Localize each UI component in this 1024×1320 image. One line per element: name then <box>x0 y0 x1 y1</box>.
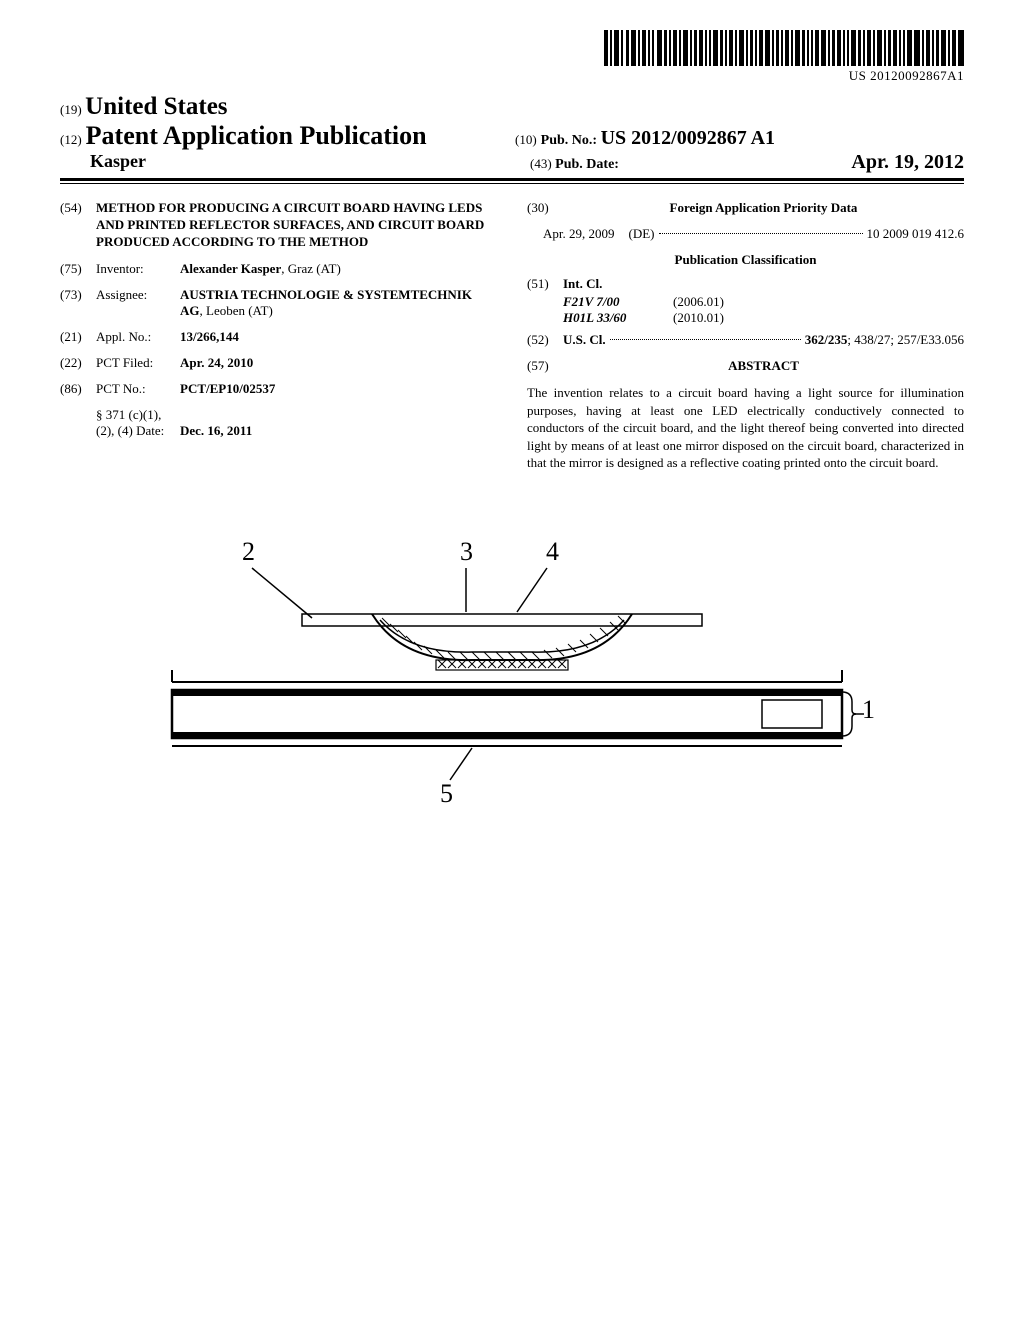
uscl-num: (52) <box>527 332 563 348</box>
country-prefix: (19) <box>60 102 82 117</box>
inventor-num: (75) <box>60 261 96 277</box>
pub-date: Apr. 19, 2012 <box>851 151 964 174</box>
author-line: Kasper (43) Pub. Date: Apr. 19, 2012 <box>60 151 964 174</box>
assignee-value: AUSTRIA TECHNOLOGIE & SYSTEMTECHNIK AG, … <box>180 287 497 319</box>
inventor-value: Alexander Kasper, Graz (AT) <box>180 261 497 277</box>
pub-type-prefix: (12) <box>60 132 82 147</box>
header-block: (19) United States (12) Patent Applicati… <box>60 93 964 174</box>
pubclass-heading: Publication Classification <box>527 252 964 268</box>
divider-thick <box>60 178 964 181</box>
s371-value: Dec. 16, 2011 <box>180 423 497 439</box>
pctno-value: PCT/EP10/02537 <box>180 381 497 397</box>
intcl-num: (51) <box>527 276 563 292</box>
s371-label1: § 371 (c)(1), <box>96 407 180 423</box>
divider-thin <box>60 183 964 184</box>
appl-num: (21) <box>60 329 96 345</box>
uscl-value: 362/235; 438/27; 257/E33.056 <box>805 332 964 348</box>
foreign-app: 10 2009 019 412.6 <box>867 226 965 242</box>
appl-value: 13/266,144 <box>180 329 497 345</box>
s371-label2: (2), (4) Date: <box>96 423 180 439</box>
pub-no-label: Pub. No.: <box>541 133 601 148</box>
barcode-svg <box>604 30 964 66</box>
pub-line: (12) Patent Application Publication (10)… <box>60 121 964 151</box>
bibliographic-columns: (54) METHOD FOR PRODUCING A CIRCUIT BOAR… <box>60 200 964 472</box>
left-column: (54) METHOD FOR PRODUCING A CIRCUIT BOAR… <box>60 200 497 472</box>
intcl-entry: H01L 33/60 (2010.01) <box>563 310 964 326</box>
intcl-label: Int. Cl. <box>563 276 602 292</box>
fig-label-1: 1 <box>862 695 875 724</box>
foreign-date: Apr. 29, 2009 <box>543 226 615 242</box>
fig-label-4: 4 <box>546 537 559 566</box>
barcode-text: US 20120092867A1 <box>604 68 964 84</box>
pub-no: US 2012/0092867 A1 <box>601 127 775 149</box>
country-name: United States <box>85 93 227 120</box>
fig-label-2: 2 <box>242 537 255 566</box>
fig-label-3: 3 <box>460 537 473 566</box>
intcl-entry: F21V 7/00 (2006.01) <box>563 294 964 310</box>
author: Kasper <box>90 151 146 171</box>
header-top: US 20120092867A1 <box>60 30 964 85</box>
fig-label-5: 5 <box>440 779 453 808</box>
pctno-num: (86) <box>60 381 96 397</box>
pctfiled-num: (22) <box>60 355 96 371</box>
foreign-num: (30) <box>527 200 563 216</box>
dotfill <box>610 339 801 340</box>
assignee-num: (73) <box>60 287 96 319</box>
pub-no-prefix: (10) <box>515 132 537 147</box>
pub-date-label: Pub. Date: <box>552 157 619 173</box>
uscl-label: U.S. Cl. <box>563 332 606 348</box>
foreign-country: (DE) <box>629 226 655 242</box>
title-num: (54) <box>60 200 96 251</box>
pctno-label: PCT No.: <box>96 381 180 397</box>
abstract-text: The invention relates to a circuit board… <box>527 384 964 472</box>
figure-area: 2 3 4 1 5 <box>60 532 964 817</box>
dotfill <box>659 233 863 234</box>
abstract-heading: ABSTRACT <box>563 358 964 374</box>
pctfiled-label: PCT Filed: <box>96 355 180 371</box>
pub-date-prefix: (43) <box>530 156 552 172</box>
right-column: (30) Foreign Application Priority Data A… <box>527 200 964 472</box>
inventor-label: Inventor: <box>96 261 180 277</box>
pub-type: Patent Application Publication <box>86 121 427 150</box>
figure-svg: 2 3 4 1 5 <box>142 532 882 812</box>
barcode: US 20120092867A1 <box>604 30 964 84</box>
pctfiled-value: Apr. 24, 2010 <box>180 355 497 371</box>
title-text: METHOD FOR PRODUCING A CIRCUIT BOARD HAV… <box>96 200 497 251</box>
appl-label: Appl. No.: <box>96 329 180 345</box>
country-line: (19) United States <box>60 93 964 121</box>
foreign-heading: Foreign Application Priority Data <box>563 200 964 216</box>
abstract-num: (57) <box>527 358 563 374</box>
assignee-label: Assignee: <box>96 287 180 319</box>
